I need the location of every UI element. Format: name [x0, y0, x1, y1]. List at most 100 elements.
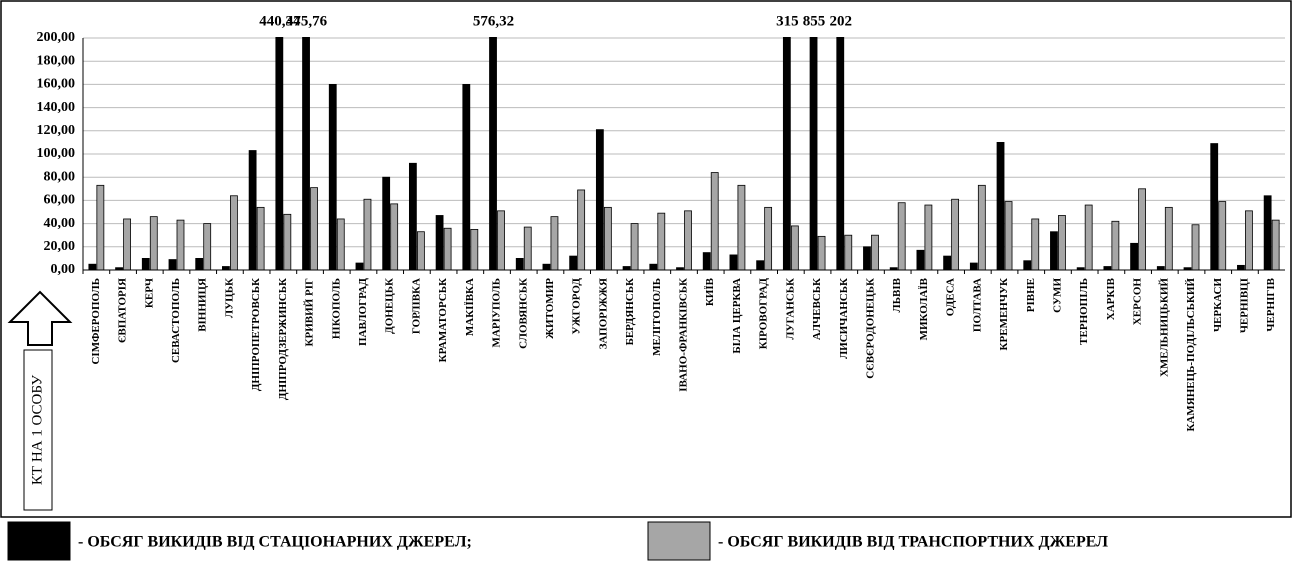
bar	[203, 223, 212, 271]
x-tick-label: ХЕРСОН	[1132, 278, 1144, 326]
data-label: 202	[830, 13, 853, 29]
x-tick-label: МЕЛІТОПОЛЬ	[651, 278, 663, 356]
bar	[462, 84, 471, 271]
bar	[603, 206, 612, 271]
y-tick-label: 0,00	[51, 262, 76, 277]
bar	[435, 215, 444, 271]
bar	[577, 189, 586, 271]
bar	[1023, 260, 1032, 271]
bar	[1050, 231, 1058, 271]
x-tick-label: ЗАПОРІЖЖЯ	[597, 278, 609, 349]
bar	[1237, 264, 1245, 271]
bar	[1156, 266, 1165, 271]
y-tick-label: 100,00	[37, 146, 76, 161]
bar	[871, 234, 879, 271]
x-tick-label: РІВНЕ	[1025, 278, 1037, 312]
y-tick-label: 20,00	[44, 239, 76, 254]
bar	[515, 257, 524, 271]
bar	[195, 257, 204, 271]
bar	[1191, 224, 1200, 271]
bar	[275, 37, 284, 271]
bar	[96, 184, 105, 271]
x-tick-label: ГОРЛІВКА	[410, 278, 422, 334]
y-tick-label: 140,00	[37, 100, 76, 115]
legend-swatch	[7, 521, 71, 561]
bar	[1263, 195, 1272, 271]
bar	[542, 263, 551, 271]
bar	[416, 231, 425, 271]
x-tick-label: ПАВЛОГРАД	[357, 278, 369, 346]
x-tick-label: КРЕМЕНЧУК	[998, 278, 1010, 350]
bar	[943, 255, 952, 271]
bar	[408, 162, 417, 271]
bar	[443, 227, 452, 271]
x-tick-label: КИЇВ	[703, 277, 716, 306]
x-tick-label: ХАРКІВ	[1105, 277, 1117, 320]
y-tick-label: 80,00	[44, 169, 76, 184]
bar	[355, 262, 364, 271]
x-tick-label: ЧЕРНІГІВ	[1265, 277, 1277, 331]
bar	[248, 150, 257, 271]
bar	[1058, 215, 1066, 271]
bar	[1004, 201, 1013, 271]
bar	[595, 129, 604, 271]
bar	[1130, 242, 1138, 271]
bar	[737, 184, 746, 271]
x-tick-label: БІЛА ЦЕРКВА	[731, 278, 743, 354]
bar	[123, 218, 131, 271]
bar	[470, 228, 479, 271]
bar	[336, 218, 345, 271]
bar	[702, 252, 711, 271]
bar	[88, 263, 97, 271]
x-tick-label: ЧЕРКАСИ	[1212, 278, 1224, 332]
bar	[630, 223, 639, 271]
x-tick-label: ЛИСИЧАНСЬК	[838, 278, 850, 359]
bar	[684, 210, 692, 271]
y-tick-label: 120,00	[37, 123, 76, 138]
data-label: 440,34	[259, 13, 301, 29]
x-tick-label: УЖГОРОД	[571, 278, 583, 335]
y-tick-label: 60,00	[44, 193, 76, 208]
bar	[1164, 206, 1173, 271]
bar	[1111, 220, 1120, 271]
bar	[790, 225, 799, 271]
x-tick-label: ВІННИЦЯ	[197, 278, 209, 332]
x-tick-label: ЧЕРНІВЦІ	[1238, 278, 1250, 333]
x-tick-label: СІМФЕРОПОЛЬ	[90, 278, 102, 365]
x-tick-label: МАКІЇВКА	[463, 278, 476, 336]
x-tick-label: ЛУЦЬК	[223, 278, 235, 318]
bar	[924, 204, 933, 271]
bar	[302, 37, 310, 271]
chart-frame	[0, 0, 1292, 518]
bar	[756, 260, 765, 271]
x-tick-label: ТЕРНОПІЛЬ	[1078, 278, 1090, 345]
y-tick-label: 180,00	[37, 53, 76, 68]
bar	[222, 266, 230, 271]
x-tick-label: АЛЧЕВСЬК	[811, 278, 823, 340]
bar	[1031, 218, 1040, 271]
bar	[168, 259, 177, 271]
data-label: 475,76	[286, 13, 328, 29]
bar	[141, 257, 150, 271]
bar	[764, 206, 773, 271]
bar	[1245, 210, 1253, 271]
bar	[569, 255, 578, 271]
legend-label: - ОБСЯГ ВИКИДІВ ВІД СТАЦІОНАРНИХ ДЖЕРЕЛ;	[78, 534, 472, 551]
x-tick-label: НІКОПОЛЬ	[330, 278, 342, 339]
x-tick-label: КІРОВОГРАД	[758, 278, 770, 350]
bar	[996, 141, 1005, 271]
bar	[523, 226, 532, 271]
bar	[782, 37, 791, 271]
bar	[1138, 188, 1146, 271]
x-tick-label: МИКОЛАЇВ	[917, 277, 930, 340]
bar	[863, 246, 871, 271]
bar	[390, 203, 399, 271]
legend	[0, 518, 1293, 562]
y-tick-label: 160,00	[37, 77, 76, 92]
bar	[729, 254, 738, 271]
data-label: 855	[803, 13, 826, 29]
bar	[256, 206, 265, 271]
x-tick-label: ДОНЕЦЬК	[384, 278, 396, 334]
x-tick-label: СЛОВЯНСЬК	[517, 278, 529, 349]
x-tick-label: СУМИ	[1051, 278, 1063, 313]
